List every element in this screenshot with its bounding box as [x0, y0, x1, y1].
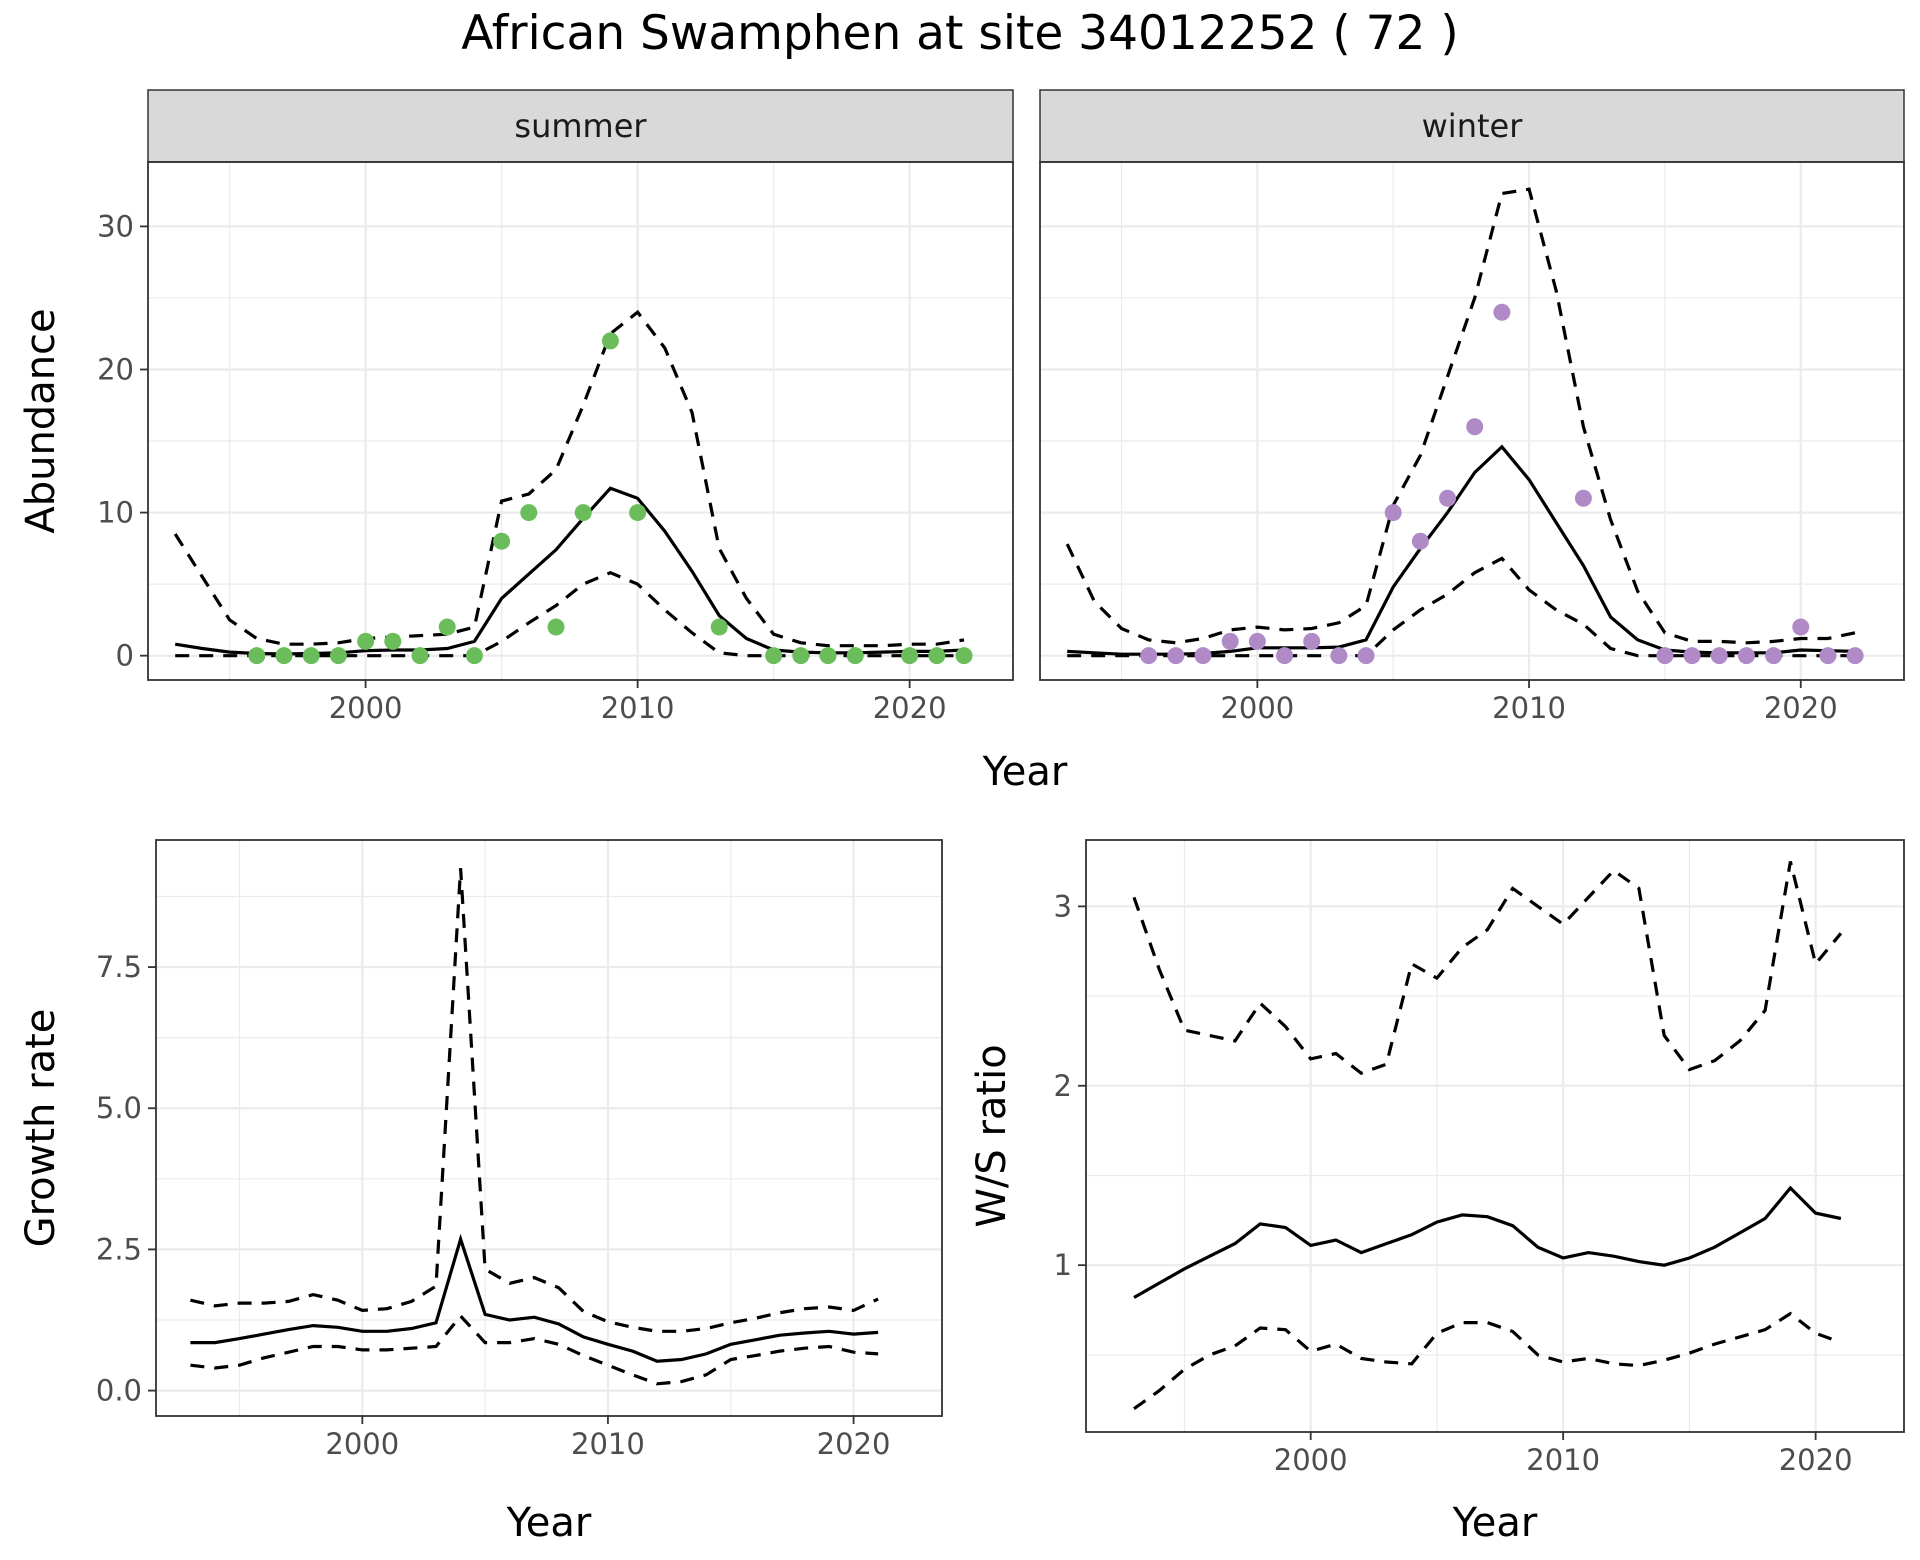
observed-point	[520, 504, 538, 522]
y-tick-label: 0	[116, 639, 134, 673]
observed-point	[1710, 647, 1728, 665]
x-tick-label: 2020	[817, 1427, 891, 1461]
abundance-x-axis-title: Year	[982, 749, 1068, 795]
growth-x-axis-title: Year	[506, 1500, 592, 1546]
lower-bound-line	[190, 1313, 879, 1386]
y-tick-label: 2.5	[96, 1232, 142, 1266]
observed-point	[901, 647, 919, 665]
observed-point	[710, 618, 728, 636]
observed-point	[792, 647, 810, 665]
y-tick-label: 1	[1054, 1248, 1072, 1282]
panel-winter: winter 2000 2010 2020	[1039, 89, 1905, 725]
y-tick-label: 20	[97, 352, 134, 386]
observed-point	[1167, 647, 1185, 665]
observed-point	[1411, 532, 1429, 550]
x-tick-label: 2020	[1779, 1443, 1853, 1477]
ratio-y-axis-title: W/S ratio	[969, 1044, 1015, 1227]
growth-y-axis-title: Growth rate	[18, 1009, 64, 1248]
observed-point	[1819, 647, 1837, 665]
x-tick-label: 2010	[1526, 1443, 1600, 1477]
observed-point	[1574, 489, 1592, 507]
observed-point	[1194, 647, 1212, 665]
observed-point	[1683, 647, 1701, 665]
abundance-y-axis-title: Abundance	[18, 308, 64, 533]
x-tick-label: 2010	[1492, 691, 1566, 725]
upper-bound-line	[1132, 861, 1843, 1076]
observed-point	[1439, 489, 1457, 507]
observed-point	[248, 647, 266, 665]
main-title: African Swamphen at site 34012252 ( 72 )	[461, 6, 1458, 61]
observed-point	[1493, 303, 1511, 321]
panel-summer: summer 2000 2010 2020 0 10 20 30	[97, 89, 1014, 725]
observed-point	[411, 647, 429, 665]
panel-growth: 2000 2010 2020 0.0 2.5 5.0 7.5	[96, 839, 943, 1461]
observed-point	[846, 647, 864, 665]
lower-bound-line	[1133, 1311, 1842, 1411]
observed-point	[547, 618, 565, 636]
observed-point	[438, 618, 456, 636]
x-tick-label: 2020	[1764, 691, 1838, 725]
x-tick-label: 2000	[1220, 691, 1294, 725]
x-tick-label: 2000	[1274, 1443, 1348, 1477]
observed-point	[1248, 632, 1266, 650]
panel-ratio-border	[1085, 839, 1905, 1433]
y-tick-label: 7.5	[96, 950, 142, 984]
ratio-x-axis-title: Year	[1452, 1500, 1538, 1546]
observed-point	[1737, 647, 1755, 665]
x-tick-label: 2020	[873, 691, 947, 725]
upper-bound-line	[190, 868, 879, 1333]
strip-winter-bg	[1039, 89, 1905, 163]
observed-point	[357, 632, 375, 650]
upper-bound-line	[173, 309, 965, 648]
observed-point	[765, 647, 783, 665]
observed-point	[629, 504, 647, 522]
x-tick-label: 2010	[601, 691, 675, 725]
observed-point	[1466, 418, 1484, 436]
strip-winter-label: winter	[1422, 107, 1524, 145]
observed-point	[601, 332, 619, 350]
y-tick-label: 10	[97, 496, 134, 530]
mean-trend-line	[1133, 1185, 1842, 1299]
y-tick-label: 3	[1054, 889, 1072, 923]
observed-point	[465, 647, 483, 665]
panel-ratio: 2000 2010 2020 1 2 3	[1054, 839, 1905, 1477]
observed-point	[1221, 632, 1239, 650]
y-tick-label: 0.0	[96, 1374, 142, 1408]
panel-growth-border	[155, 839, 943, 1417]
observed-point	[1140, 647, 1158, 665]
x-tick-label: 2010	[571, 1427, 645, 1461]
observed-point	[574, 504, 592, 522]
x-tick-label: 2000	[325, 1427, 399, 1461]
observed-point	[1846, 647, 1864, 665]
observed-point	[384, 632, 402, 650]
observed-point	[275, 647, 293, 665]
observed-point	[955, 647, 973, 665]
observed-point	[1276, 647, 1294, 665]
observed-point	[329, 647, 347, 665]
observed-point	[1656, 647, 1674, 665]
observed-point	[928, 647, 946, 665]
strip-summer-bg	[147, 89, 1014, 163]
observed-point	[1792, 618, 1810, 636]
observed-point	[1384, 504, 1402, 522]
observed-point	[1303, 632, 1321, 650]
y-tick-label: 5.0	[96, 1091, 142, 1125]
observed-point	[819, 647, 837, 665]
strip-summer-label: summer	[514, 107, 647, 145]
panel-winter-border	[1039, 161, 1905, 681]
observed-point	[1765, 647, 1783, 665]
observed-point	[493, 532, 511, 550]
observed-point	[1330, 647, 1348, 665]
y-tick-label: 30	[97, 209, 134, 243]
x-tick-label: 2000	[329, 691, 403, 725]
panel-summer-border	[147, 161, 1014, 681]
y-tick-label: 2	[1054, 1069, 1072, 1103]
observed-point	[302, 647, 320, 665]
mean-trend-line	[190, 1233, 879, 1363]
upper-bound-line	[1065, 187, 1856, 645]
observed-point	[1357, 647, 1375, 665]
